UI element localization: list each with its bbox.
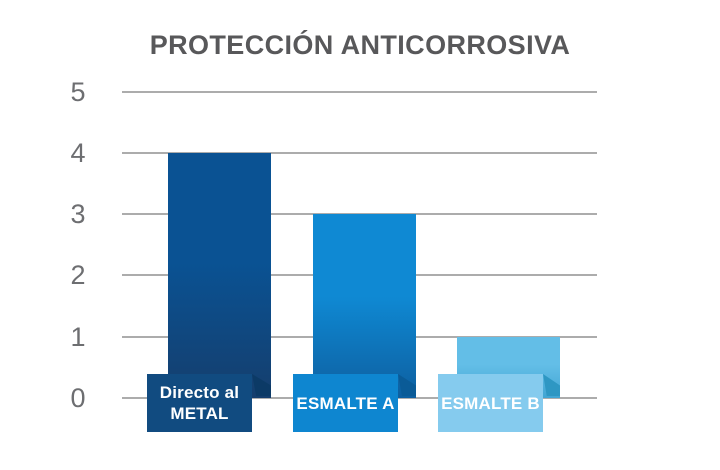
y-tick-label: 1 <box>70 322 86 352</box>
y-tick-label: 2 <box>70 260 86 290</box>
bar-label-line: ESMALTE A <box>296 393 395 413</box>
gridline <box>122 91 597 93</box>
y-tick-label: 0 <box>70 383 86 413</box>
gridline <box>122 152 597 154</box>
y-tick-label: 3 <box>70 199 86 229</box>
bar-label-line: ESMALTE B <box>441 393 540 413</box>
bar-label: Directo al METAL <box>147 374 252 432</box>
bar-label: ESMALTE A <box>293 374 398 432</box>
bar-label-line: Directo al <box>159 383 240 402</box>
chart-title: PROTECCIÓN ANTICORROSIVA <box>149 30 571 60</box>
bar <box>313 214 416 398</box>
bar <box>168 153 271 398</box>
bar-label: ESMALTE B <box>438 374 543 432</box>
y-tick-label: 5 <box>70 77 86 107</box>
bar-label-line: METAL <box>170 404 229 423</box>
y-tick-label: 4 <box>70 138 86 168</box>
